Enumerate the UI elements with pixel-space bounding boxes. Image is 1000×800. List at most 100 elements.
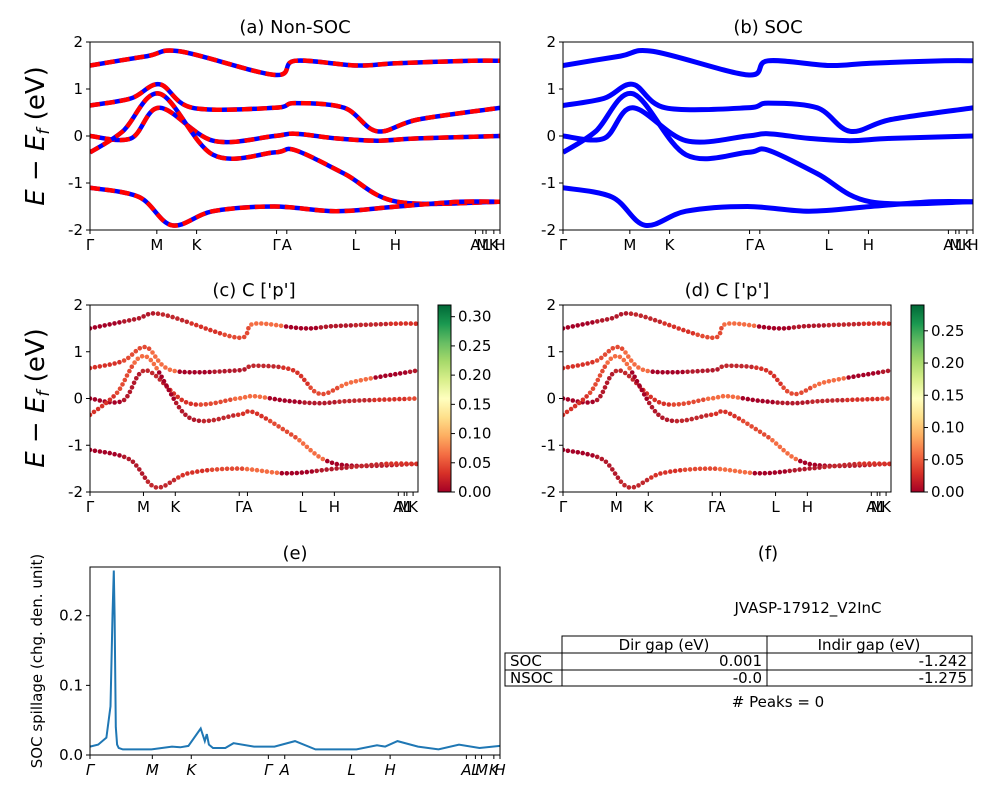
band-line-3 <box>90 91 500 207</box>
table-row-nsoc-indir: -1.275 <box>919 669 967 687</box>
band-point <box>802 460 808 466</box>
band-point <box>107 362 112 367</box>
band-point <box>379 461 384 467</box>
x-tick-label: H <box>494 761 505 779</box>
band-point <box>237 368 242 373</box>
band-point <box>244 466 250 472</box>
y-tick-label: -2 <box>541 221 556 239</box>
band-point <box>394 461 399 466</box>
band-point <box>886 321 891 326</box>
colorbar-tick-label: 0.05 <box>931 451 964 469</box>
x-tick-label: A <box>470 236 481 254</box>
band-point <box>237 395 243 401</box>
band-point <box>757 429 763 435</box>
band-point <box>278 323 284 329</box>
x-tick-label: A <box>755 236 766 254</box>
band-point <box>213 400 218 406</box>
colorbar-tick-label: 0.25 <box>458 337 491 355</box>
band-point <box>130 459 136 465</box>
band-point <box>357 398 362 403</box>
band-point <box>309 469 315 474</box>
band-point <box>714 334 720 340</box>
band-point <box>240 411 246 417</box>
band-point <box>321 391 326 397</box>
band-point <box>855 397 860 402</box>
band-point <box>600 368 605 374</box>
band-point <box>222 332 227 338</box>
band-point <box>765 399 770 404</box>
y-tick-label: 1 <box>73 80 83 98</box>
band-point <box>229 466 235 472</box>
y-tick-label: -1 <box>68 174 83 192</box>
band-point <box>216 416 221 422</box>
band-point <box>165 313 171 319</box>
band-point <box>217 369 222 374</box>
band-point <box>92 448 98 454</box>
colorbar-tick-label: 0.20 <box>458 366 491 384</box>
band-point <box>590 399 595 405</box>
band-point <box>126 355 131 361</box>
band-point <box>245 409 250 414</box>
colorbar-tick-label: 0.10 <box>931 419 964 437</box>
band-point <box>117 320 122 325</box>
band-point <box>397 371 403 376</box>
band-point <box>117 453 122 458</box>
band-point <box>655 369 660 375</box>
band-point <box>805 399 810 405</box>
band-point <box>298 373 304 379</box>
band-point <box>353 322 359 328</box>
x-tick-label: Γ <box>559 236 568 254</box>
band-point <box>318 325 324 330</box>
band-point <box>563 412 566 418</box>
x-tick-label: Γ <box>86 498 95 516</box>
band-point <box>597 373 603 378</box>
x-tick-label: L <box>825 236 834 254</box>
band-line-3 <box>563 91 973 207</box>
band-point <box>276 424 281 429</box>
band-point <box>144 354 150 360</box>
x-tick-label: L <box>482 236 491 254</box>
band-point <box>364 463 369 468</box>
x-tick-label: M <box>476 236 489 254</box>
band-point <box>612 471 618 476</box>
x-tick-label: H <box>967 236 978 254</box>
band-point <box>585 361 590 366</box>
band-point <box>715 394 721 400</box>
band-point <box>334 466 339 471</box>
band-point <box>102 363 108 368</box>
band-point <box>272 396 278 402</box>
band-point <box>781 447 786 453</box>
band-point <box>327 400 332 406</box>
band-point <box>159 362 164 367</box>
band-point <box>720 393 726 399</box>
band-point <box>570 364 576 369</box>
band-point <box>135 356 141 362</box>
band-point <box>644 396 649 402</box>
band-point <box>585 321 590 326</box>
x-tick-label: K <box>489 761 500 779</box>
band-point <box>875 370 881 375</box>
band-point <box>705 334 710 340</box>
band-point <box>745 396 751 402</box>
band-point <box>831 322 837 328</box>
band-point <box>739 363 744 369</box>
band-point <box>121 454 127 460</box>
band-point <box>163 483 168 488</box>
band-point <box>237 335 242 341</box>
band-point <box>208 401 213 407</box>
band-point <box>766 435 771 440</box>
band-point <box>751 323 757 329</box>
y-tick-label: 2 <box>73 33 83 51</box>
band-point <box>817 465 822 470</box>
band-point <box>252 394 258 399</box>
band-point <box>785 400 790 406</box>
band-point <box>749 364 754 370</box>
band-point <box>299 470 305 475</box>
spillage-line <box>89 570 501 751</box>
band-point <box>640 367 646 373</box>
band-point <box>810 399 815 405</box>
band-point <box>354 464 359 469</box>
band-point <box>154 365 159 371</box>
